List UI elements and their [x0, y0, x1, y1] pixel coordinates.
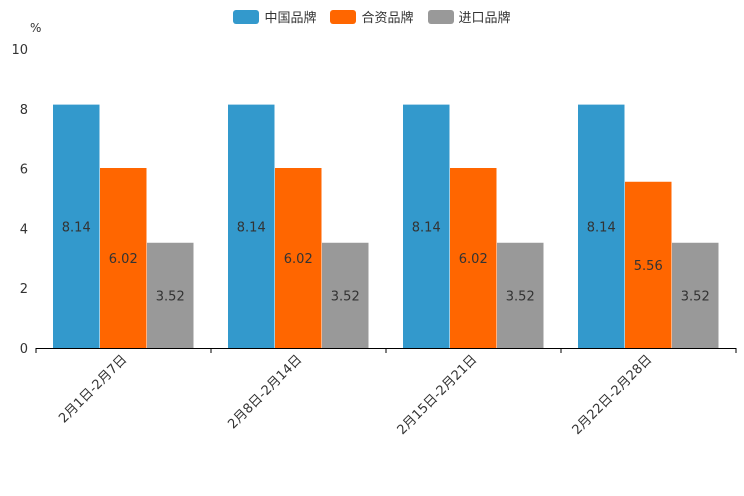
y-tick-label-8: 8	[20, 103, 28, 118]
bar-2-2	[275, 168, 322, 348]
bar-1-2	[228, 104, 275, 348]
y-tick-label-0: 0	[20, 342, 28, 357]
bar-2-1	[100, 168, 147, 348]
bar-1-1	[53, 104, 100, 348]
data-label-3-1: 3.52	[156, 289, 185, 304]
y-tick-label-2: 2	[20, 282, 28, 297]
data-label-2-2: 6.02	[284, 252, 313, 267]
data-label-3-4: 3.52	[681, 289, 710, 304]
bar-3-1	[147, 242, 194, 348]
y-axis-unit-label: %	[30, 21, 42, 35]
legend-label-joint-venture-brand: 合资品牌	[361, 11, 414, 26]
legend-swatch-imported-brand	[427, 9, 454, 24]
legend-item-imported-brand[interactable]: 进口品牌	[427, 7, 511, 26]
legend-item-joint-venture-brand[interactable]: 合资品牌	[330, 7, 414, 26]
legend-swatch-china-brand	[233, 9, 260, 24]
bar-1-3	[403, 104, 450, 348]
data-label-1-2: 8.14	[237, 220, 266, 235]
legend-label-imported-brand: 进口品牌	[458, 11, 511, 26]
legend-swatch-joint-venture-brand	[330, 9, 357, 24]
data-label-1-4: 8.14	[587, 220, 616, 235]
legend-label-china-brand: 中国品牌	[264, 11, 317, 26]
chart-legend: 中国品牌 合资品牌 进口品牌	[0, 7, 744, 26]
bar-3-3	[497, 242, 544, 348]
data-label-1-1: 8.14	[62, 220, 91, 235]
bar-2-3	[450, 168, 497, 348]
bar-3-4	[672, 242, 719, 348]
data-label-3-3: 3.52	[506, 289, 535, 304]
legend-item-china-brand[interactable]: 中国品牌	[233, 7, 316, 26]
bar-1-4	[578, 104, 625, 348]
y-tick-label-4: 4	[20, 222, 28, 237]
bar-3-2	[322, 242, 369, 348]
x-tick-label-2: 2月8日-2月14日	[225, 352, 305, 432]
data-label-2-4: 5.56	[634, 259, 663, 274]
data-label-1-3: 8.14	[412, 220, 441, 235]
x-tick-label-4: 2月22日-2月28日	[570, 352, 656, 438]
y-tick-label-10: 10	[11, 43, 28, 58]
data-label-2-3: 6.02	[459, 252, 488, 267]
data-label-2-1: 6.02	[109, 252, 138, 267]
x-tick-label-1: 2月1日-2月7日	[56, 352, 130, 426]
x-tick-label-3: 2月15日-2月21日	[395, 352, 481, 438]
y-tick-label-6: 6	[20, 163, 28, 178]
data-label-3-2: 3.52	[331, 289, 360, 304]
bar-2-4	[625, 181, 672, 348]
